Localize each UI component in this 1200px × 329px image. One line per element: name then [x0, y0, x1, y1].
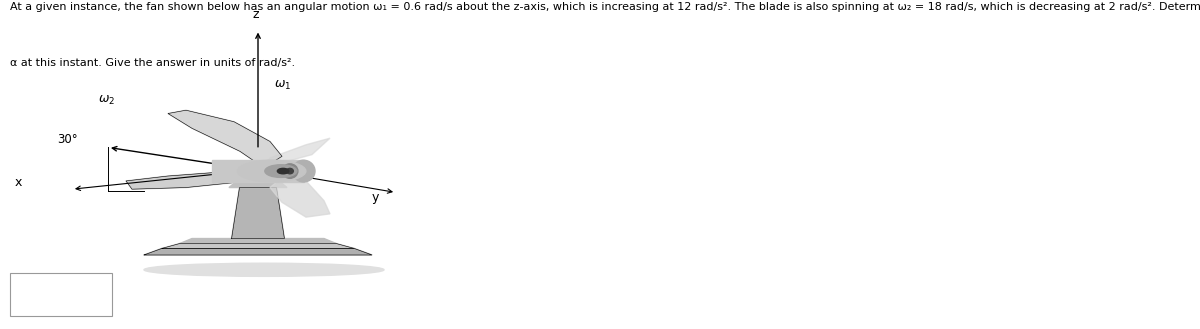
Text: α at this instant. Give the answer in units of rad/s².: α at this instant. Give the answer in un… [10, 58, 295, 67]
Ellipse shape [293, 160, 314, 182]
FancyBboxPatch shape [10, 273, 112, 316]
Polygon shape [232, 188, 284, 239]
Polygon shape [162, 243, 354, 248]
Polygon shape [126, 171, 264, 189]
Polygon shape [264, 138, 330, 168]
Text: $\omega_2$: $\omega_2$ [98, 94, 115, 107]
Polygon shape [229, 181, 287, 188]
Text: x: x [14, 176, 22, 189]
Polygon shape [144, 248, 372, 255]
Polygon shape [180, 239, 336, 243]
Ellipse shape [238, 160, 306, 182]
Polygon shape [212, 160, 304, 182]
Text: 30°: 30° [58, 133, 78, 146]
Text: At a given instance, the fan shown below has an angular motion ω₁ = 0.6 rad/s ab: At a given instance, the fan shown below… [10, 2, 1200, 12]
Text: z: z [252, 8, 259, 21]
Ellipse shape [144, 263, 384, 276]
Ellipse shape [277, 168, 289, 174]
Polygon shape [270, 173, 330, 217]
Ellipse shape [287, 168, 293, 174]
Text: $\omega_1$: $\omega_1$ [274, 79, 290, 92]
Polygon shape [168, 110, 282, 168]
Ellipse shape [265, 165, 296, 177]
Text: y: y [372, 191, 379, 204]
Ellipse shape [282, 164, 298, 178]
